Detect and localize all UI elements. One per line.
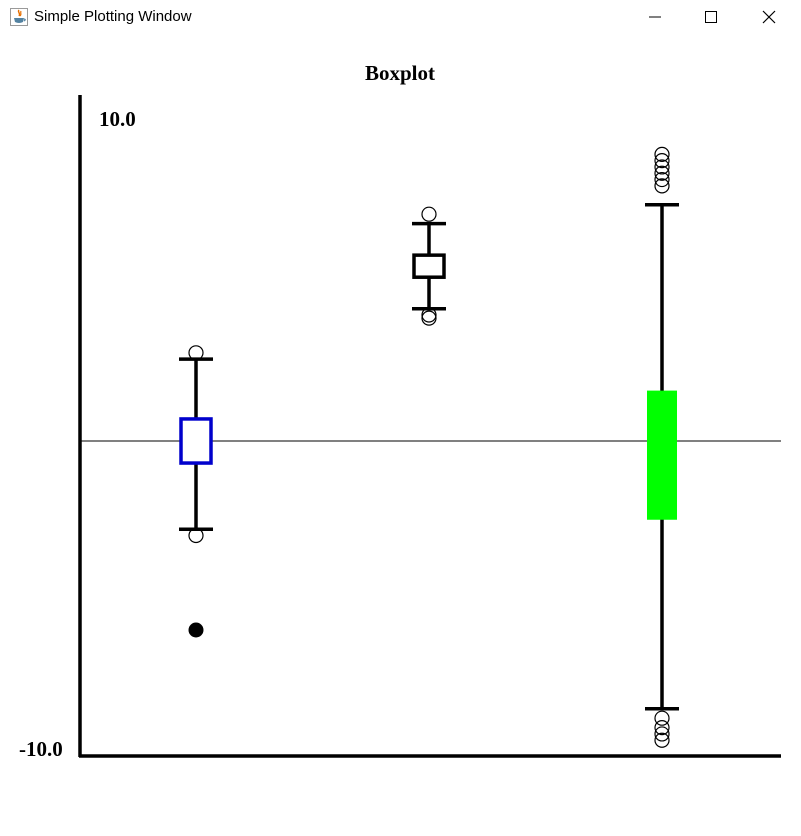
box-3-outlier [654,159,670,175]
box-1-extreme-outlier [188,622,204,638]
box-3-outlier [654,165,670,181]
java-icon [10,8,28,26]
close-button[interactable] [746,0,792,34]
box-3-outlier [654,720,670,736]
title-bar[interactable]: Simple Plotting Window [0,0,801,34]
box-2-outlier [421,206,437,222]
box-3-box [647,390,677,520]
box-3-outlier [654,710,670,726]
y-max-label: 10.0 [99,107,136,131]
close-icon [762,10,776,24]
box-3-outlier [654,153,670,169]
box-3-outlier [654,146,670,162]
chart-title: Boxplot [365,61,435,85]
box-3-outlier [654,171,670,188]
box-2-box [412,253,446,279]
maximize-icon [705,11,717,23]
window-title: Simple Plotting Window [34,8,192,25]
box-1-box [179,417,213,465]
boxplot-chart: Boxplot 10.0 -10.0 [19,61,781,761]
box-3-outlier [654,732,670,748]
box-2-outlier [421,310,437,326]
box-2-outlier [421,307,437,323]
y-min-label: -10.0 [19,737,63,761]
minimize-icon [649,16,661,18]
boxes-group [179,146,679,748]
box-1-outlier [188,527,204,544]
minimize-button[interactable] [632,0,678,34]
box-1-outlier [188,345,204,361]
box-3-outlier [654,178,670,194]
box-3-outlier [654,726,670,742]
maximize-button[interactable] [688,0,734,34]
